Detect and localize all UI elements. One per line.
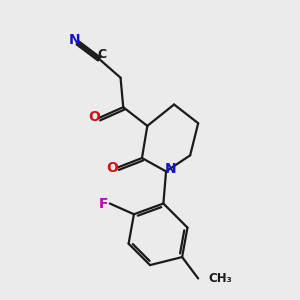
- Text: C: C: [97, 49, 106, 62]
- Text: CH₃: CH₃: [208, 272, 232, 285]
- Text: N: N: [165, 162, 177, 176]
- Text: F: F: [99, 196, 109, 211]
- Text: O: O: [88, 110, 100, 124]
- Text: O: O: [106, 161, 119, 175]
- Text: N: N: [69, 33, 80, 47]
